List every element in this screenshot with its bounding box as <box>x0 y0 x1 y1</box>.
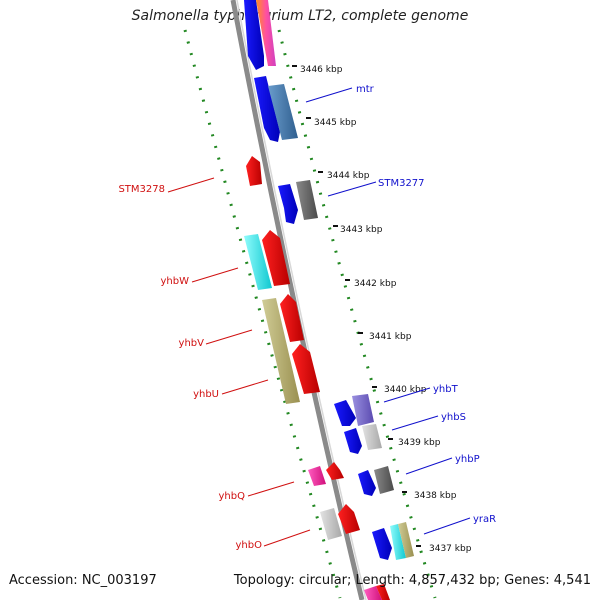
tick-label: 3445 kbp <box>314 118 357 128</box>
gene-forward <box>358 470 376 496</box>
forward-dotted-ring <box>277 29 437 599</box>
gene-forward <box>374 466 394 494</box>
gene-forward <box>254 76 280 142</box>
tick-labels: 3446 kbp 3445 kbp 3444 kbp 3443 kbp 3442… <box>300 65 472 554</box>
gene-label-reverse: yhbW <box>161 276 190 287</box>
gene-forward <box>372 528 392 560</box>
gene-label-reverse: STM3278 <box>118 184 165 195</box>
tick-label: 3439 kbp <box>398 438 441 448</box>
gene-reverse <box>292 344 320 394</box>
tick-label: 3440 kbp <box>384 385 427 395</box>
tick-label: 3438 kbp <box>414 491 457 501</box>
forward-genes <box>244 0 414 600</box>
gene-label-forward: yraR <box>473 514 496 525</box>
gene-forward <box>334 400 356 426</box>
gene-forward <box>362 424 382 450</box>
gene-forward <box>296 180 318 220</box>
gene-reverse <box>262 298 300 404</box>
gene-forward <box>398 522 414 558</box>
gene-forward <box>278 184 298 224</box>
gene-reverse <box>244 234 272 290</box>
map-title: Salmonella typhimurium LT2, complete gen… <box>131 8 469 24</box>
gene-reverse <box>338 504 360 534</box>
tick-label: 3441 kbp <box>369 332 412 342</box>
tick-label: 3446 kbp <box>300 65 343 75</box>
gene-reverse <box>308 466 326 486</box>
gene-reverse <box>326 462 344 480</box>
gene-reverse <box>262 230 290 286</box>
gene-forward <box>244 0 264 70</box>
gene-forward <box>376 584 390 600</box>
accession-text: Accession: NC_003197 <box>9 573 157 588</box>
gene-reverse <box>246 156 262 186</box>
tick-label: 3443 kbp <box>340 225 383 235</box>
gene-label-forward: yhbS <box>441 412 466 423</box>
gene-reverse <box>280 294 304 342</box>
gene-forward <box>352 394 374 426</box>
reverse-gene-labels <box>167 177 311 547</box>
gene-label-reverse: yhbV <box>179 338 205 349</box>
gene-label-reverse: yhbQ <box>219 491 246 502</box>
gene-label-forward: yhbP <box>455 454 480 465</box>
gene-forward <box>390 524 406 560</box>
gene-label-reverse: yhbO <box>236 540 263 551</box>
reverse-genes <box>244 156 360 540</box>
tick-label: 3437 kbp <box>429 544 472 554</box>
tick-label: 3444 kbp <box>327 171 370 181</box>
gene-reverse <box>320 508 342 540</box>
forward-gene-labels <box>305 87 471 535</box>
gene-forward <box>256 0 276 66</box>
gene-label-forward: mtr <box>356 84 375 95</box>
gene-label-reverse: yhbU <box>193 389 219 400</box>
gene-label-forward: yhbT <box>433 384 459 395</box>
gene-label-forward: STM3277 <box>378 178 425 189</box>
tick-label: 3442 kbp <box>354 279 397 289</box>
genome-summary-text: Topology: circular; Length: 4,857,432 bp… <box>233 573 591 588</box>
tick-marks <box>292 65 421 547</box>
gene-forward <box>268 84 298 140</box>
gene-forward <box>344 428 362 454</box>
